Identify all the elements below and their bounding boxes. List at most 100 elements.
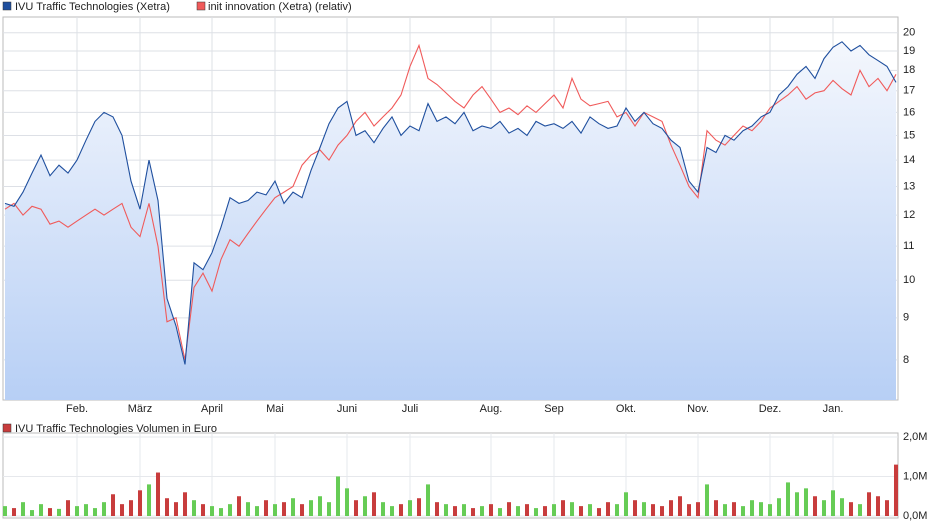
volume-bar: [893, 464, 899, 516]
volume-bar: [128, 500, 134, 516]
x-tick-label: Sep: [544, 403, 564, 415]
volume-bar: [353, 500, 359, 516]
y-tick-label: 19: [903, 45, 915, 57]
volume-bar: [704, 484, 710, 516]
y-tick-label: 2,0M: [903, 431, 927, 443]
volume-bar: [200, 504, 206, 516]
volume-bar: [614, 504, 620, 516]
volume-bar: [677, 496, 683, 516]
volume-bar: [389, 506, 395, 516]
volume-bar: [272, 504, 278, 516]
x-tick-label: Okt.: [616, 403, 636, 415]
volume-bar: [227, 504, 233, 516]
volume-bar: [308, 500, 314, 516]
x-tick-label: Juli: [402, 403, 419, 415]
volume-bar: [542, 506, 548, 516]
volume-bar: [38, 504, 44, 516]
y-tick-label: 20: [903, 27, 915, 39]
volume-bar: [281, 502, 287, 516]
x-tick-label: Aug.: [480, 403, 503, 415]
volume-bar: [236, 496, 242, 516]
volume-bar: [776, 498, 782, 516]
volume-bar: [83, 504, 89, 516]
volume-bar: [821, 500, 827, 516]
x-tick-label: April: [201, 403, 223, 415]
volume-bar: [173, 502, 179, 516]
x-tick-label: Feb.: [66, 403, 88, 415]
volume-bar: [407, 500, 413, 516]
y-tick-label: 14: [903, 154, 915, 166]
y-tick-label: 0,0M: [903, 510, 927, 522]
volume-bar: [767, 504, 773, 516]
volume-bar: [92, 508, 98, 516]
volume-bar: [785, 482, 791, 516]
volume-bar: [110, 494, 116, 516]
volume-bar: [146, 484, 152, 516]
volume-bar: [668, 500, 674, 516]
volume-bar: [47, 508, 53, 516]
volume-bar: [416, 498, 422, 516]
volume-bar: [731, 502, 737, 516]
x-tick-label: Jan.: [823, 403, 844, 415]
volume-bar: [20, 502, 26, 516]
volume-bar: [713, 500, 719, 516]
volume-bar: [839, 498, 845, 516]
volume-bar: [155, 472, 161, 516]
volume-bar: [443, 504, 449, 516]
volume-bar: [803, 488, 809, 516]
x-tick-label: Mai: [266, 403, 284, 415]
volume-title: IVU Traffic Technologies Volumen in Euro: [15, 423, 217, 435]
volume-bar: [641, 502, 647, 516]
volume-bar: [65, 500, 71, 516]
legend-swatch: [196, 1, 206, 11]
y-tick-label: 17: [903, 85, 915, 97]
volume-bar: [470, 508, 476, 516]
volume-bar: [830, 490, 836, 516]
x-tick-label: März: [128, 403, 152, 415]
volume-bar: [101, 502, 107, 516]
y-tick-label: 9: [903, 312, 909, 324]
volume-bar: [587, 504, 593, 516]
volume-bar: [533, 508, 539, 516]
y-tick-label: 13: [903, 180, 915, 192]
y-tick-label: 10: [903, 274, 915, 286]
volume-bar: [209, 506, 215, 516]
volume-bar: [119, 504, 125, 516]
line: [4, 41, 897, 365]
volume-bar: [452, 506, 458, 516]
volume-bar: [497, 508, 503, 516]
volume-bar: [317, 496, 323, 516]
volume-bar: [749, 500, 755, 516]
volume-bar: [722, 504, 728, 516]
volume-bar: [488, 504, 494, 516]
volume-bar: [299, 504, 305, 516]
legend-label: init innovation (Xetra) (relativ): [208, 1, 352, 13]
x-tick-label: Nov.: [687, 403, 709, 415]
volume-bar: [335, 476, 341, 516]
volume-bar: [74, 506, 80, 516]
y-tick-label: 12: [903, 209, 915, 221]
volume-bar: [371, 492, 377, 516]
x-tick-label: Dez.: [759, 403, 782, 415]
volume-bar: [596, 508, 602, 516]
volume-bar: [605, 502, 611, 516]
volume-bar: [524, 504, 530, 516]
volume-bar: [56, 508, 62, 516]
area: [5, 41, 896, 401]
volume-bar: [848, 502, 854, 516]
y-tick-label: 1,0M: [903, 470, 927, 482]
volume-bar: [794, 492, 800, 516]
volume-bar: [812, 496, 818, 516]
volume-bar: [164, 498, 170, 516]
legend-swatch: [2, 1, 12, 11]
volume-bar: [218, 508, 224, 516]
legend-swatch: [2, 423, 12, 433]
volume-bar: [875, 496, 881, 516]
y-tick-label: 18: [903, 64, 915, 76]
volume-bar: [182, 492, 188, 516]
volume-bar: [506, 502, 512, 516]
volume-bar: [29, 510, 35, 516]
volume-bar: [380, 502, 386, 516]
